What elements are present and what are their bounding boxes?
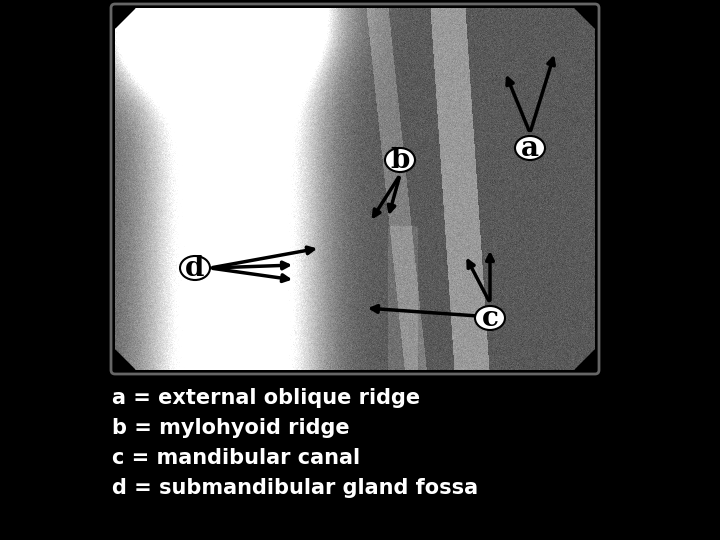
Ellipse shape	[475, 306, 505, 330]
Polygon shape	[575, 350, 595, 370]
Text: d = submandibular gland fossa: d = submandibular gland fossa	[112, 478, 478, 498]
Text: c: c	[482, 305, 498, 332]
Text: b: b	[390, 146, 410, 173]
Text: a = external oblique ridge: a = external oblique ridge	[112, 388, 420, 408]
Ellipse shape	[385, 148, 415, 172]
Text: b = mylohyoid ridge: b = mylohyoid ridge	[112, 418, 350, 438]
Text: c = mandibular canal: c = mandibular canal	[112, 448, 360, 468]
Polygon shape	[575, 8, 595, 28]
Text: a: a	[521, 134, 539, 161]
Ellipse shape	[180, 256, 210, 280]
Ellipse shape	[515, 136, 545, 160]
Polygon shape	[115, 8, 135, 28]
Polygon shape	[115, 350, 135, 370]
Text: d: d	[185, 254, 204, 281]
